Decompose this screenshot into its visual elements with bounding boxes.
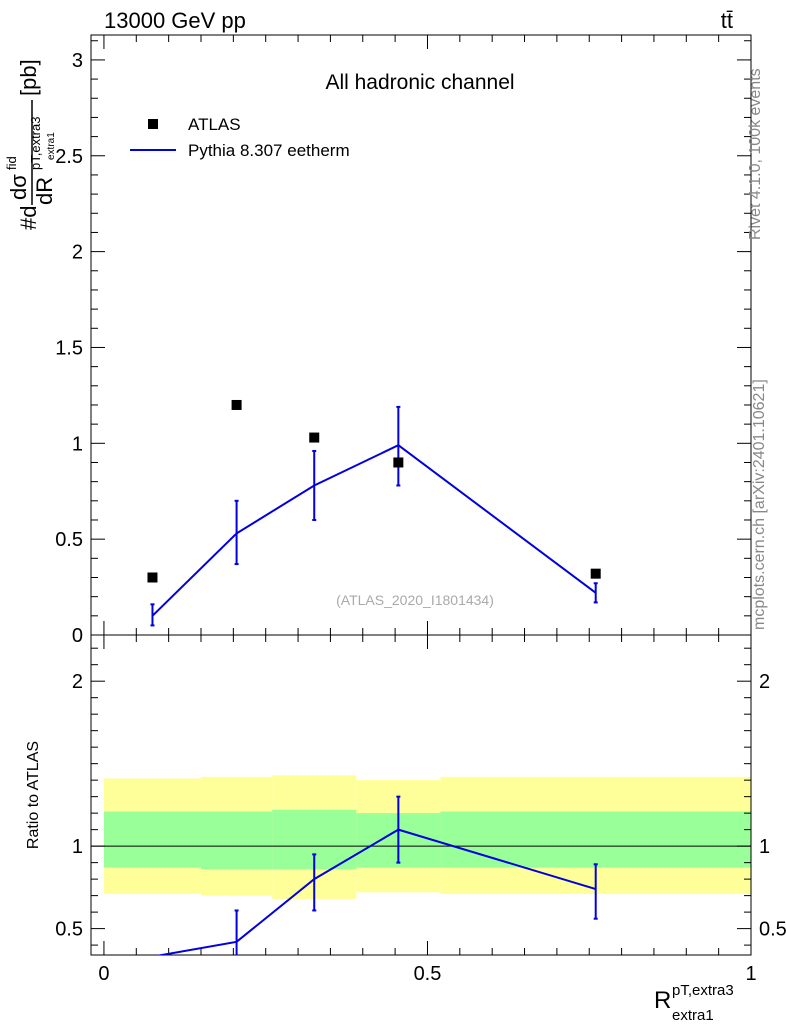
y-tick-label: 1 [72,433,83,455]
ratio-y-tick-label: 2 [72,671,83,693]
ratio-band-inner [440,811,751,868]
x-tick-label: 0.5 [414,963,442,985]
ratio-frame [90,634,752,956]
legend-label-mc: Pythia 8.307 eetherm [188,141,350,160]
y-tick-label: 2 [72,242,83,264]
y-tick-label: 2.5 [55,146,83,168]
chart-title: All hadronic channel [325,71,514,94]
y-tick-label: 3 [72,50,83,72]
ratio-y-tick-label-right: 2 [759,671,770,693]
ylabel-denominator: dR [32,177,57,205]
mc-line [151,444,597,617]
analysis-label: (ATLAS_2020_I1801434) [336,592,494,608]
source-label: mcplots.cern.ch [arXiv:2401.10621] [751,379,768,630]
ylabel-sup: fid [4,156,19,170]
xlabel-sup: pT,extra3 [672,982,734,999]
data-point [147,572,158,583]
x-tick-label: 0 [98,963,109,985]
data-point [231,399,242,410]
ratio-band-inner [103,811,201,868]
legend-label-atlas: ATLAS [188,115,241,134]
data-point [309,432,320,443]
ratio-y-tick-label-right: 0.5 [759,919,786,941]
xlabel-sub: extra1 [672,1007,714,1024]
ratio-y-tick-label: 0.5 [55,919,83,941]
ylabel-prefix: #d [16,206,41,230]
y-tick-label: 1.5 [55,337,83,359]
data-point [590,568,601,579]
ylabel-numerator: dσ [6,174,31,200]
ylabel-sub-top: pT,extra3 [28,117,43,170]
x-tick-label: 1 [745,963,756,985]
ratio-y-tick-label-right: 1 [759,836,770,858]
xlabel-base: R [654,987,671,1014]
ratio-series-group [156,795,598,955]
rivet-label: Rivet 4.1.0, 100k events [747,68,764,240]
y-tick-label: 0.5 [55,529,83,551]
legend-marker-atlas [148,119,158,129]
ratio-y-tick-label: 1 [72,836,83,858]
ratio-band-inner [201,811,273,870]
ratio-y-axis-label: Ratio to ATLAS [25,741,42,849]
y-tick-label: 0 [72,625,83,647]
data-point [393,457,404,468]
energy-label: 13000 GeV pp [104,8,246,33]
process-label: tt̄ [721,8,733,33]
ylabel-sub-bottom: extra1 [46,132,57,160]
ylabel-unit: [pb] [16,59,41,96]
